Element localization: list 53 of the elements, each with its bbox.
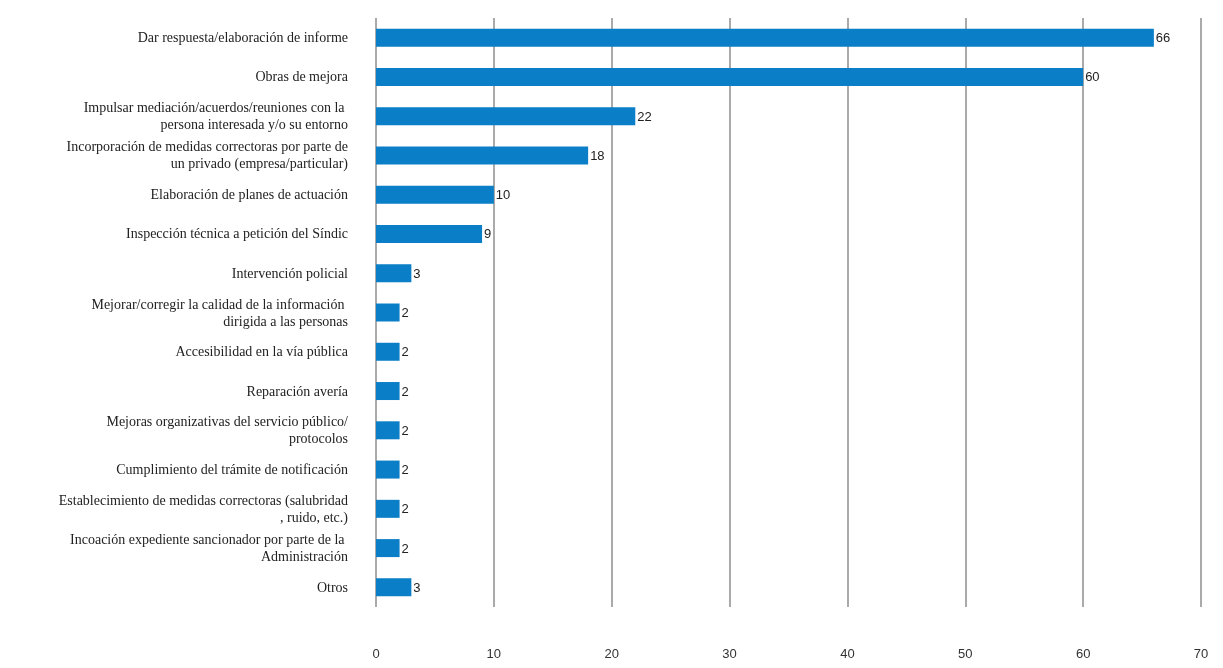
y-tick-label: Mejorar/corregir la calidad de la información dirigida a las personas (91, 296, 348, 329)
data-label: 2 (401, 540, 409, 556)
bar (376, 67, 1084, 86)
y-tick-label: Otros (316, 579, 348, 595)
bar (376, 421, 400, 440)
y-tick-label: Accesibilidad en la vía pública (175, 344, 349, 360)
y-tick-label: Impulsar mediación/acuerdos/reuniones con la persona interesada y/o su entorno (83, 100, 348, 133)
bar (376, 382, 400, 401)
y-tick-label: Establecimiento de medidas correctoras (salubridad, ruido, etc.) (58, 492, 349, 526)
x-tick-label: 20 (604, 646, 619, 661)
bar (376, 146, 589, 165)
data-label: 2 (401, 501, 409, 517)
data-label: 2 (401, 305, 409, 320)
y-tick-label: Reparación avería (246, 383, 349, 399)
bar (376, 578, 412, 597)
bar (376, 107, 636, 126)
y-tick-label: Incorporación de medidas correctoras por parte de un privado (empresa/particular) (66, 139, 349, 173)
x-tick-label: 40 (840, 646, 855, 661)
x-tick-label: 50 (958, 646, 973, 661)
x-tick-label: 70 (1193, 646, 1209, 661)
y-tick-label: Obras de mejora (255, 69, 349, 85)
data-label: 18 (590, 147, 605, 163)
bar (376, 264, 412, 283)
data-label: 22 (637, 108, 652, 124)
data-label: 2 (401, 422, 409, 438)
x-tick-label: 30 (722, 646, 737, 661)
x-tick-label: 10 (486, 646, 502, 661)
data-label: 2 (401, 462, 409, 478)
bar (376, 28, 1154, 47)
bar (376, 303, 400, 322)
data-label: 3 (413, 579, 421, 595)
bar (376, 185, 494, 204)
y-tick-label: Cumplimiento del trámite de notificación (116, 462, 348, 478)
data-label: 10 (495, 187, 511, 203)
data-label: 9 (484, 226, 492, 242)
y-tick-label: Intervención policial (231, 265, 349, 281)
data-label: 66 (1155, 30, 1171, 46)
bar (376, 342, 400, 361)
data-label: 3 (413, 265, 421, 281)
bar (376, 460, 400, 479)
bar (376, 539, 400, 558)
data-label: 2 (401, 344, 409, 360)
y-tick-label: Incoación expediente sancionador por parte de la Administración (70, 532, 348, 565)
data-label: 60 (1085, 69, 1100, 85)
y-tick-label: Dar respuesta/elaboración de informe (137, 30, 348, 46)
y-tick-label: Inspección técnica a petición del Síndic (126, 226, 348, 242)
data-label: 2 (401, 383, 409, 399)
x-tick-label: 0 (372, 646, 380, 661)
x-tick-label: 60 (1075, 646, 1091, 661)
y-tick-label: Elaboración de planes de actuación (150, 187, 348, 203)
y-tick-label: Mejoras organizativas del servicio público/protocolos (106, 414, 349, 447)
bar (376, 499, 400, 518)
bar (376, 224, 483, 243)
